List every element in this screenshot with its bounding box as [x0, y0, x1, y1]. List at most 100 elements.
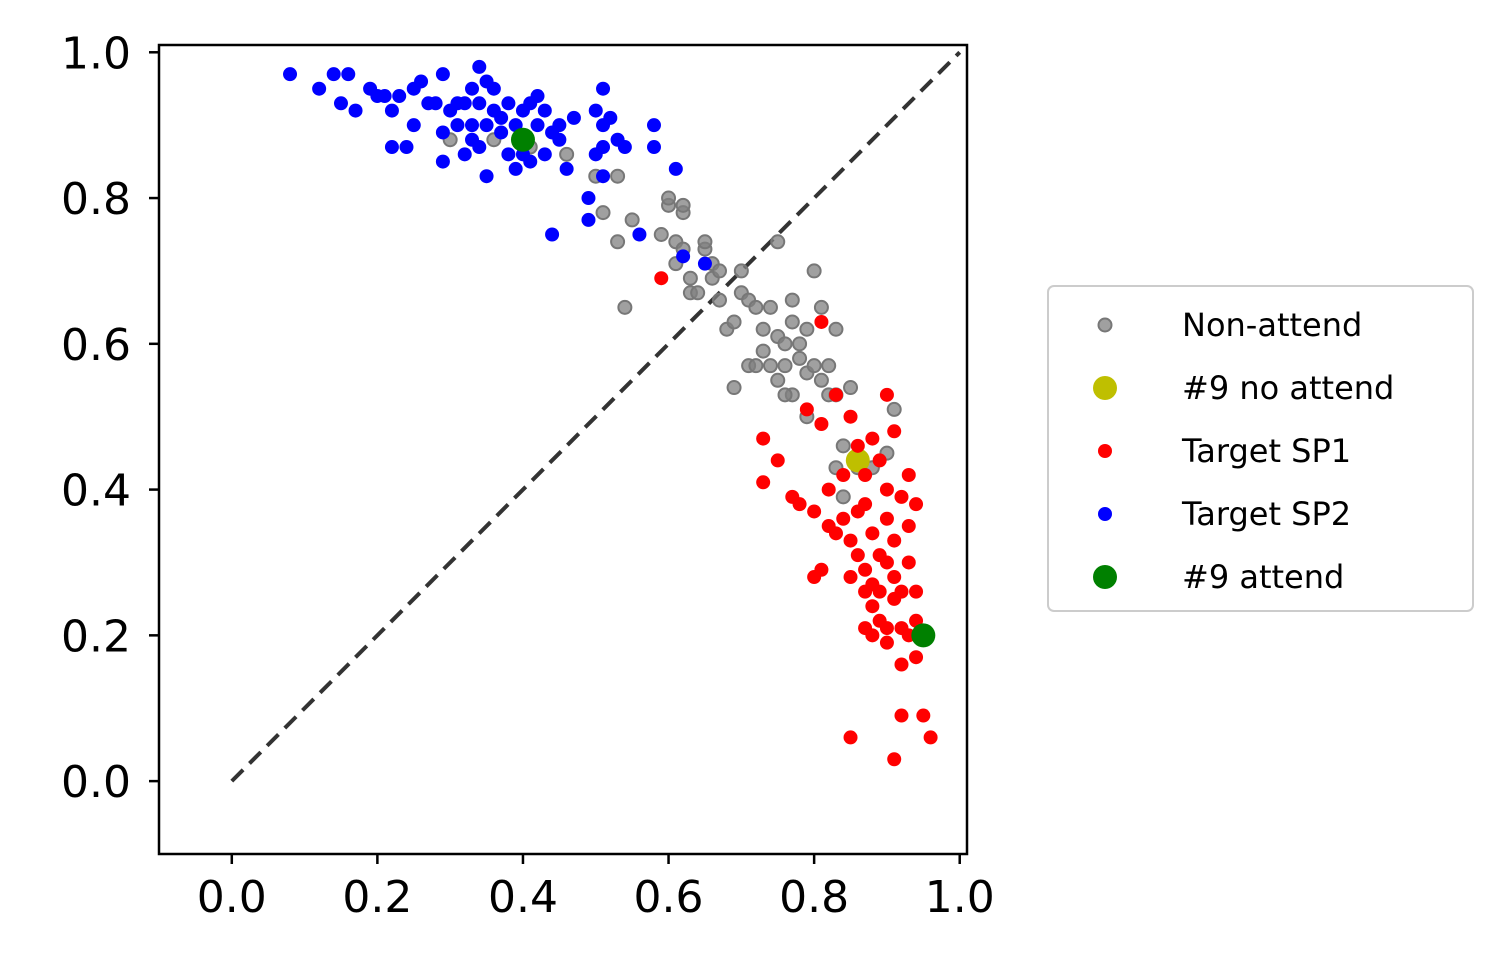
scatter-point [406, 118, 421, 133]
scatter-point [588, 103, 603, 118]
diagonal-reference-line [230, 50, 962, 783]
legend-label: Target SP1 [1181, 432, 1351, 470]
scatter-point [836, 468, 851, 483]
x-tick-label: 0.2 [342, 872, 412, 923]
scatter-point [712, 292, 728, 308]
scatter-point [887, 533, 902, 548]
scatter-point [777, 387, 793, 403]
scatter-point [552, 132, 567, 147]
scatter-point [392, 89, 407, 104]
scatter-point [733, 263, 749, 279]
scatter-point [668, 161, 683, 176]
legend-marker [1093, 376, 1117, 400]
legend-marker [1097, 317, 1113, 333]
scatter-point [595, 205, 611, 221]
scatter-point [835, 489, 851, 505]
scatter-point [879, 387, 894, 402]
scatter-point [821, 482, 836, 497]
scatter-point [836, 511, 851, 526]
scatter-point [806, 263, 822, 279]
scatter-point [807, 504, 822, 519]
scatter-point [312, 81, 327, 96]
scatter-point [494, 125, 509, 140]
scatter-point [726, 314, 742, 330]
scatter-point [821, 519, 836, 534]
legend-label: Target SP2 [1181, 495, 1351, 533]
y-axis: 0.0 0.2 0.4 0.6 0.8 1.0 [61, 28, 159, 808]
scatter-point [333, 96, 348, 111]
scatter-point [748, 299, 764, 315]
scatter-point [479, 118, 494, 133]
scatter-point [450, 118, 465, 133]
scatter-point [690, 285, 706, 301]
scatter-point [755, 343, 771, 359]
scatter-point [850, 548, 865, 563]
series-target-sp2 [283, 59, 712, 271]
scatter-point [762, 358, 778, 374]
y-tick-label: 0.0 [61, 757, 131, 808]
y-tick-label: 0.2 [61, 611, 131, 662]
scatter-point [450, 96, 465, 111]
scatter-point [756, 475, 771, 490]
scatter-point [581, 191, 596, 206]
scatter-point [901, 555, 916, 570]
series-9-attend [510, 127, 936, 648]
scatter-point [770, 453, 785, 468]
scatter-point [530, 118, 545, 133]
x-tick-label: 0.4 [488, 872, 558, 923]
scatter-point [465, 81, 480, 96]
scatter-point [879, 621, 894, 636]
x-tick-label: 0.8 [779, 872, 849, 923]
scatter-point [813, 299, 829, 315]
scatter-point [610, 234, 626, 250]
scatter-point [858, 562, 873, 577]
scatter-point [348, 103, 363, 118]
legend-marker [1093, 565, 1117, 589]
scatter-point [828, 321, 844, 337]
scatter-point [654, 271, 669, 286]
scatter-point [886, 401, 902, 417]
scatter-point [653, 226, 669, 242]
scatter-point [755, 321, 771, 337]
legend-marker [1098, 507, 1112, 521]
axes-frame [157, 43, 969, 856]
scatter-point [865, 431, 880, 446]
scatter-point [887, 424, 902, 439]
scatter-point [813, 372, 829, 388]
scatter-point [465, 132, 480, 147]
scatter-point [835, 438, 851, 454]
scatter-point [843, 380, 859, 396]
scatter-point [821, 358, 837, 374]
scatter-point [807, 570, 822, 585]
scatter-point [435, 125, 450, 140]
scatter-point [479, 169, 494, 184]
x-tick-label: 0.6 [634, 872, 704, 923]
scatter-point [501, 147, 516, 162]
scatter-point [596, 169, 611, 184]
scatter-point [508, 161, 523, 176]
scatter-point [712, 263, 728, 279]
scatter-point [792, 336, 808, 352]
scatter-point [545, 227, 560, 242]
scatter-point [865, 599, 880, 614]
scatter-point [814, 416, 829, 431]
scatter-point [661, 190, 677, 206]
scatter-point [756, 431, 771, 446]
scatter-point [552, 118, 567, 133]
scatter-point [501, 96, 516, 111]
scatter-point [510, 127, 535, 152]
scatter-point [537, 147, 552, 162]
scatter-point [909, 497, 924, 512]
scatter-point [887, 752, 902, 767]
scatter-point [845, 448, 870, 473]
scatter-point [341, 67, 356, 82]
scatter-point [603, 110, 618, 125]
scatter-point [784, 314, 800, 330]
scatter-point [624, 212, 640, 228]
legend-label: #9 no attend [1182, 369, 1394, 407]
scatter-point [610, 168, 626, 184]
scatter-point [799, 402, 814, 417]
scatter-point [843, 730, 858, 745]
scatter-point [894, 489, 909, 504]
legend-label: #9 attend [1182, 558, 1344, 596]
